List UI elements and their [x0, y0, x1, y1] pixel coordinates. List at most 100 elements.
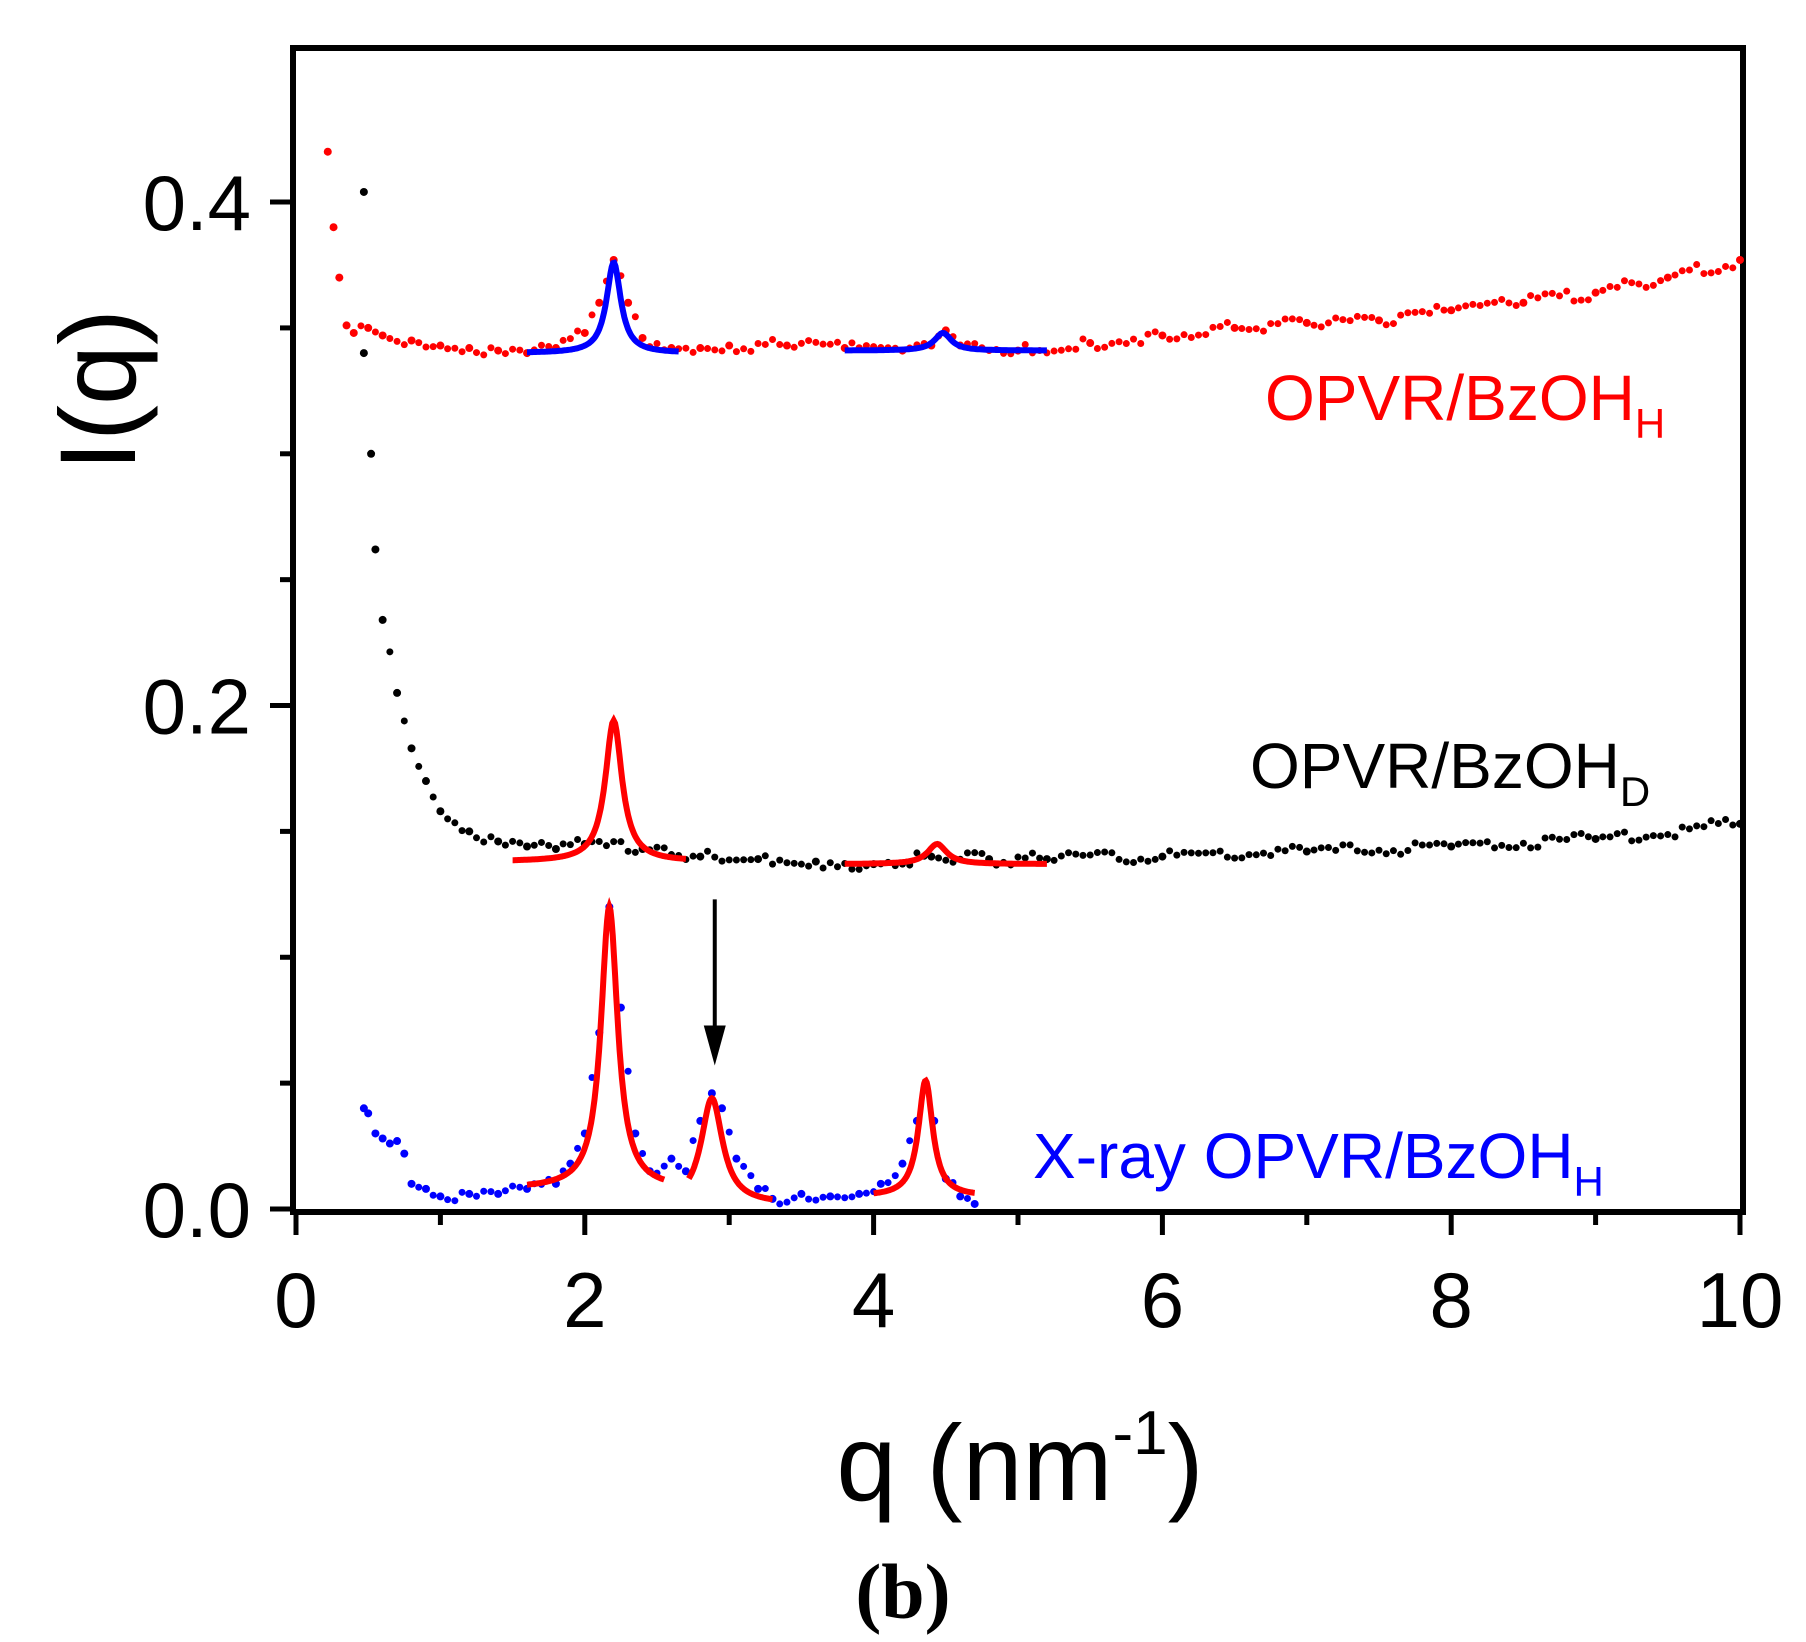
data-point [876, 1179, 885, 1188]
data-point [422, 343, 430, 351]
data-point [1137, 855, 1145, 863]
data-point [329, 223, 338, 232]
data-point [349, 328, 358, 337]
data-point [971, 340, 979, 348]
data-point [1130, 335, 1138, 343]
data-point [1158, 331, 1167, 340]
data-point [574, 1144, 582, 1152]
data-point [367, 449, 376, 458]
data-point [1057, 852, 1065, 860]
data-point [1021, 854, 1029, 862]
data-point [1296, 843, 1304, 851]
data-point [487, 833, 495, 841]
data-point [1584, 833, 1592, 841]
data-point [812, 1196, 820, 1204]
x-tick-label: 0 [274, 1256, 317, 1344]
data-point [1195, 331, 1202, 339]
data-point [855, 1189, 864, 1198]
data-point [740, 1162, 748, 1170]
data-point [1230, 323, 1239, 332]
data-point [1599, 286, 1607, 294]
data-point [1072, 850, 1080, 858]
data-point [848, 865, 856, 873]
fit-curve-0-0 [527, 259, 679, 356]
data-point [1079, 851, 1087, 859]
data-point [465, 344, 474, 353]
data-point [359, 349, 368, 358]
data-point [1418, 308, 1426, 316]
data-point [473, 1192, 480, 1200]
data-point [1620, 828, 1628, 836]
data-point [400, 1149, 409, 1158]
data-point [1267, 320, 1275, 328]
data-point [776, 1200, 784, 1208]
data-point [323, 147, 332, 156]
data-point [1620, 277, 1628, 285]
data-point [501, 350, 509, 358]
data-point [624, 1067, 632, 1075]
data-point [747, 347, 755, 355]
data-point [1093, 849, 1101, 857]
data-point [1101, 848, 1109, 856]
data-point [667, 1154, 676, 1163]
data-point [776, 856, 784, 864]
data-point [1259, 849, 1267, 857]
data-point [1180, 848, 1188, 856]
data-point [711, 853, 719, 861]
data-point [660, 1162, 668, 1170]
data-point [1353, 847, 1361, 855]
data-point [1729, 821, 1737, 829]
data-point [566, 841, 574, 849]
data-point [978, 850, 986, 858]
data-point [1281, 315, 1289, 323]
data-point [1722, 815, 1730, 823]
data-point [429, 793, 437, 801]
data-point [725, 341, 734, 350]
data-point [1736, 255, 1744, 264]
data-point [393, 688, 402, 697]
data-point [826, 340, 834, 348]
data-point [574, 835, 582, 843]
data-point [1353, 312, 1361, 320]
data-point [1707, 817, 1715, 825]
data-point [718, 347, 726, 355]
data-point [1050, 347, 1058, 355]
data-point [386, 648, 394, 656]
data-point [400, 341, 408, 349]
data-point [1411, 308, 1419, 316]
data-point [1483, 838, 1491, 846]
data-point [639, 1149, 647, 1157]
data-point [1361, 848, 1369, 856]
data-point [906, 1137, 914, 1145]
data-point [1252, 851, 1260, 859]
data-point [1476, 302, 1484, 310]
data-point [393, 337, 401, 345]
data-point [458, 1188, 466, 1196]
data-point [1570, 831, 1578, 839]
data-point [682, 344, 690, 352]
data-point [783, 859, 791, 867]
data-point [386, 334, 394, 342]
data-point [834, 863, 841, 871]
data-point [1404, 309, 1412, 317]
data-point [1368, 849, 1376, 857]
data-point [1180, 331, 1188, 339]
data-point [400, 717, 408, 725]
data-point [740, 856, 748, 864]
x-tick-label: 10 [1697, 1256, 1784, 1344]
data-point [1267, 852, 1275, 860]
data-point [754, 340, 762, 348]
data-point [812, 338, 820, 346]
data-point [516, 839, 524, 847]
data-point [357, 322, 365, 330]
data-point [559, 840, 567, 848]
data-point [1288, 842, 1296, 850]
data-point [371, 328, 379, 336]
data-point [1591, 288, 1600, 297]
data-point [1238, 854, 1246, 862]
data-point [689, 852, 697, 860]
data-point [963, 1194, 971, 1202]
data-point [696, 344, 705, 353]
data-point [407, 744, 416, 753]
data-point [545, 842, 553, 850]
